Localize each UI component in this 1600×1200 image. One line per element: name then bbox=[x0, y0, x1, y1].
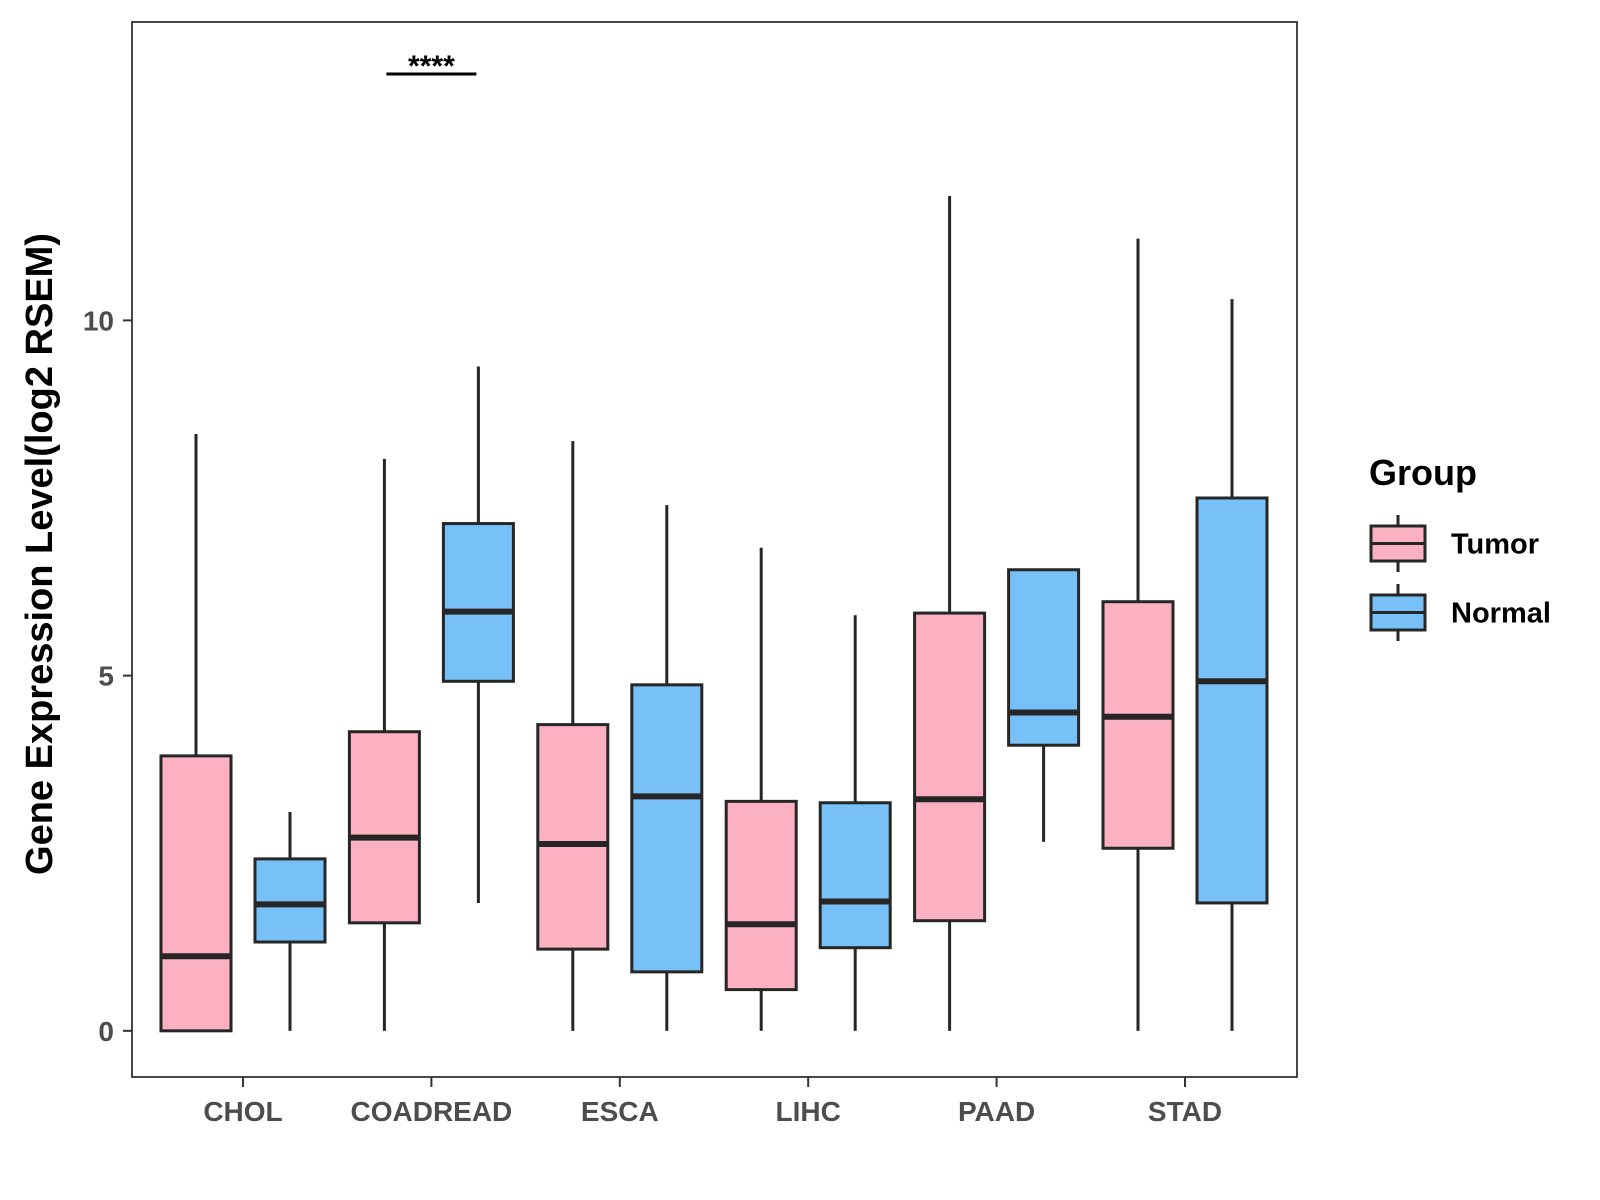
box-body bbox=[818, 801, 892, 950]
box-tumor-esca bbox=[536, 441, 610, 1031]
box-tumor-stad bbox=[1101, 238, 1175, 1031]
legend-item-tumor: Tumor bbox=[1369, 515, 1539, 572]
legend-label: Tumor bbox=[1451, 529, 1539, 561]
box-body bbox=[441, 522, 515, 683]
box-normal-esca bbox=[630, 505, 704, 1031]
y-tick-label: 5 bbox=[98, 661, 114, 692]
y-tick-label: 10 bbox=[83, 305, 114, 336]
boxes-layer bbox=[159, 196, 1269, 1033]
box-body bbox=[253, 857, 327, 944]
box-body bbox=[913, 611, 987, 923]
y-axis-title: Gene Expression Level(log2 RSEM) bbox=[19, 233, 61, 875]
box-body bbox=[536, 723, 610, 951]
legend-label: Normal bbox=[1451, 598, 1551, 630]
box-body bbox=[347, 730, 421, 925]
axes-layer: 0 5 10 CHOL COADREAD ESCA LIHC PAAD STAD bbox=[83, 305, 1222, 1127]
y-tick-label: 0 bbox=[98, 1016, 114, 1047]
box-tumor-lihc bbox=[724, 547, 798, 1031]
box-normal-chol bbox=[253, 812, 327, 1031]
legend-title: Group bbox=[1369, 452, 1477, 493]
x-tick-label: ESCA bbox=[581, 1096, 659, 1127]
x-tick-label: PAAD bbox=[958, 1096, 1035, 1127]
x-tick-label: LIHC bbox=[776, 1096, 841, 1127]
box-body bbox=[159, 754, 233, 1033]
box-normal-stad bbox=[1195, 299, 1269, 1031]
box-normal-coadread bbox=[441, 366, 515, 903]
box-normal-lihc bbox=[818, 615, 892, 1031]
box-tumor-paad bbox=[913, 196, 987, 1031]
box-body bbox=[1195, 496, 1269, 905]
box-body bbox=[1007, 568, 1081, 747]
legend-item-normal: Normal bbox=[1369, 584, 1551, 641]
annotation-layer: **** bbox=[386, 50, 477, 83]
box-body bbox=[1101, 600, 1175, 850]
box-body bbox=[630, 683, 704, 974]
box-normal-paad bbox=[1007, 568, 1081, 842]
x-tick-label: CHOL bbox=[203, 1096, 282, 1127]
box-tumor-chol bbox=[159, 434, 233, 1033]
legend: Group Tumor Normal bbox=[1369, 452, 1551, 641]
significance-label: **** bbox=[408, 50, 455, 83]
box-body bbox=[724, 799, 798, 992]
x-tick-label: COADREAD bbox=[351, 1096, 513, 1127]
x-tick-label: STAD bbox=[1148, 1096, 1222, 1127]
box-tumor-coadread bbox=[347, 458, 421, 1031]
